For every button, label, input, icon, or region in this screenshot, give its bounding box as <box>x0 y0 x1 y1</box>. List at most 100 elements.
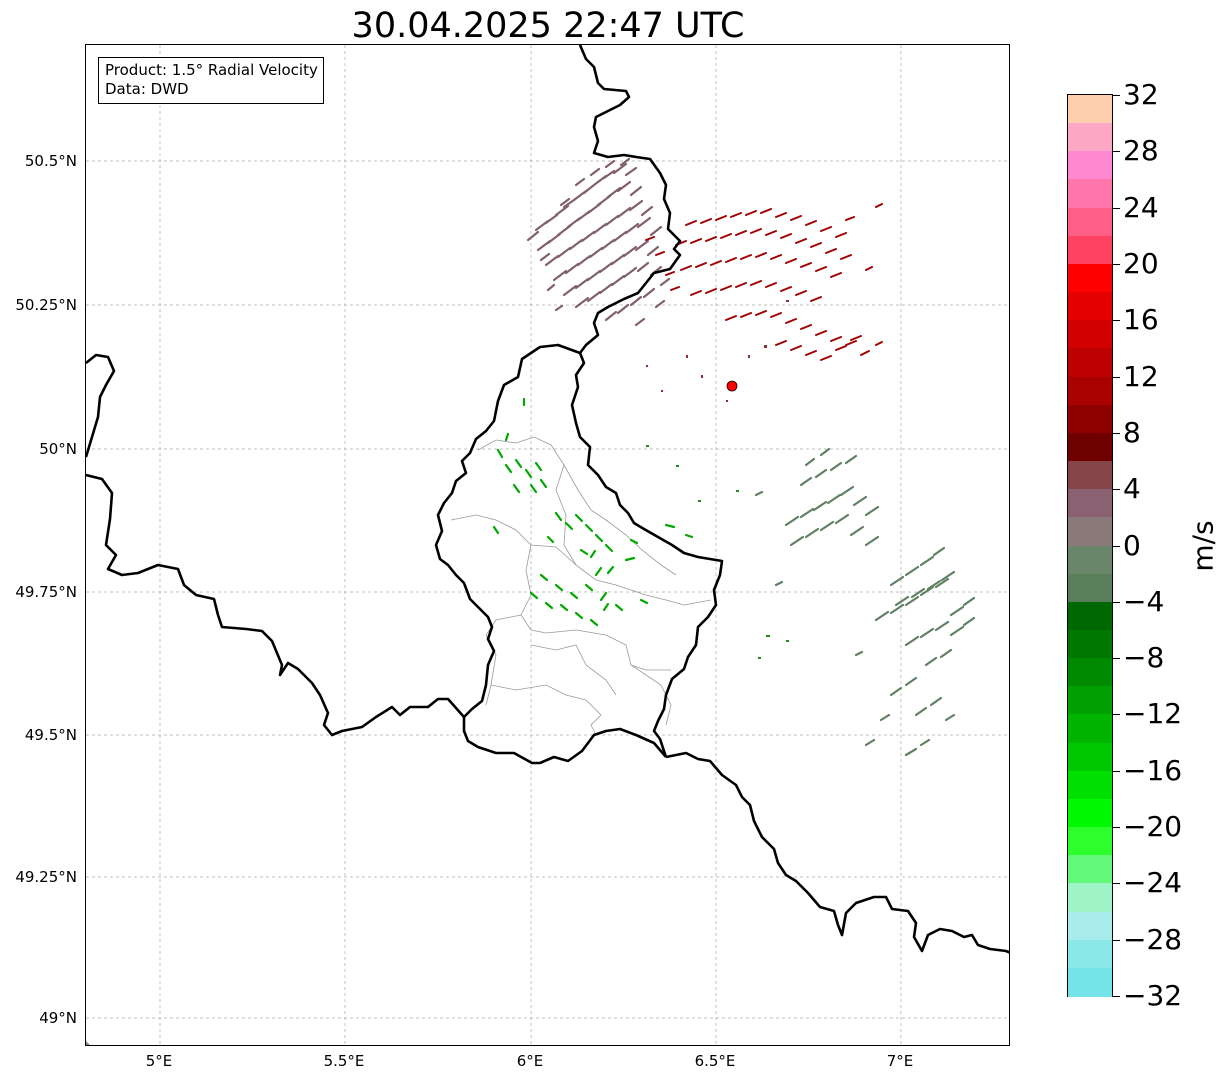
colorbar-tick-mark <box>1113 263 1120 265</box>
echoes-scattered <box>646 300 789 402</box>
lon-tick-label: 7°E <box>886 1052 914 1070</box>
colorbar-tick-label: −32 <box>1123 979 1183 1012</box>
colorbar-segment <box>1068 320 1112 349</box>
colorbar-segment <box>1068 742 1112 772</box>
colorbar-tick-label: −24 <box>1123 866 1183 900</box>
colorbar-tick-mark <box>1113 714 1120 716</box>
colorbar-tick-mark <box>1113 658 1120 660</box>
echoes-scattered-green <box>646 445 789 659</box>
data-source-label: Data: DWD <box>105 80 189 98</box>
colorbar-tick-label: 12 <box>1123 359 1159 393</box>
colorbar-segment <box>1068 939 1112 969</box>
colorbar-segment <box>1068 461 1112 490</box>
colorbar-segment <box>1068 292 1112 321</box>
colorbar-tick-label: 20 <box>1123 246 1159 280</box>
colorbar-tick-label: 4 <box>1123 472 1141 506</box>
product-info-box: Product: 1.5° Radial Velocity Data: DWD <box>98 57 324 104</box>
colorbar-segment <box>1068 798 1112 828</box>
colorbar-segment <box>1068 573 1112 603</box>
colorbar-tick-label: 32 <box>1123 78 1159 111</box>
colorbar-segment <box>1068 686 1112 715</box>
colorbar-tick-label: −16 <box>1123 753 1183 787</box>
echoes-approaching-weak <box>754 447 976 757</box>
colorbar-segment <box>1068 601 1112 631</box>
colorbar-segment <box>1068 714 1112 744</box>
product-label: Product: 1.5° Radial Velocity <box>105 61 318 79</box>
colorbar-tick-mark <box>1113 95 1120 96</box>
colorbar-segment <box>1068 235 1112 265</box>
radar-map[interactable]: Product: 1.5° Radial Velocity Data: DWD <box>85 44 1010 1046</box>
border-lux-belgium-france <box>434 343 667 765</box>
colorbar-tick-mark <box>1113 939 1120 941</box>
colorbar-tick-mark <box>1113 601 1120 603</box>
colorbar-segment <box>1068 967 1112 997</box>
colorbar-tick-mark <box>1113 151 1120 153</box>
echoes-receding-strong <box>645 203 883 361</box>
colorbar-tick-mark <box>1113 996 1120 997</box>
colorbar-segment <box>1068 629 1112 659</box>
velocity-colorbar <box>1067 94 1113 997</box>
colorbar-tick-mark <box>1113 432 1120 434</box>
colorbar-tick-mark <box>1113 376 1120 378</box>
colorbar-segment <box>1068 207 1112 237</box>
lat-tick-label: 49.75°N <box>15 583 77 601</box>
colorbar-tick-label: 0 <box>1123 528 1141 562</box>
colorbar-tick-label: −8 <box>1123 641 1165 675</box>
radar-echoes <box>492 157 976 757</box>
map-canvas <box>86 45 1009 1045</box>
colorbar-segment <box>1068 95 1112 124</box>
lat-tick-label: 49.5°N <box>24 726 77 744</box>
country-borders <box>86 45 1009 954</box>
colorbar-segment <box>1068 404 1112 434</box>
lon-tick-label: 5.5°E <box>323 1052 365 1070</box>
colorbar-tick-label: −20 <box>1123 810 1183 844</box>
colorbar-segment <box>1068 855 1112 884</box>
lon-tick-label: 5°E <box>145 1052 173 1070</box>
colorbar-segment <box>1068 179 1112 209</box>
lat-tick-label: 49°N <box>39 1009 77 1027</box>
colorbar-tick-label: 8 <box>1123 415 1141 449</box>
lon-tick-label: 6.5°E <box>694 1052 736 1070</box>
colorbar-tick-label: 16 <box>1123 303 1159 337</box>
colorbar-segment <box>1068 545 1112 575</box>
lon-tick-label: 6°E <box>516 1052 544 1070</box>
colorbar-tick-mark <box>1113 320 1120 322</box>
colorbar-segment <box>1068 517 1112 546</box>
lat-tick-label: 50°N <box>39 440 77 458</box>
map-title: 30.04.2025 22:47 UTC <box>351 6 745 46</box>
colorbar-tick-label: −4 <box>1123 584 1165 618</box>
border-belgium-france <box>86 473 465 737</box>
border-belgium-netherlands-west <box>86 353 116 458</box>
echoes-receding-weak <box>526 157 671 327</box>
colorbar-tick-mark <box>1113 827 1120 829</box>
lat-tick-label: 50.25°N <box>15 296 77 314</box>
lat-tick-label: 50.5°N <box>24 152 77 170</box>
colorbar-segment <box>1068 348 1112 378</box>
colorbar-segment <box>1068 123 1112 152</box>
colorbar-tick-mark <box>1113 883 1120 885</box>
colorbar-tick-mark <box>1113 545 1120 547</box>
radar-site-marker[interactable] <box>726 380 738 392</box>
colorbar-segment <box>1068 151 1112 180</box>
colorbar-tick-mark <box>1113 207 1120 209</box>
colorbar-tick-label: 28 <box>1123 134 1159 168</box>
colorbar-tick-label: 24 <box>1123 190 1159 224</box>
border-germany-france <box>665 751 1009 954</box>
echoes-approaching-strong <box>492 397 694 627</box>
border-lux-germany-france <box>570 45 724 758</box>
colorbar-tick-mark <box>1113 489 1120 491</box>
colorbar-tick-mark <box>1113 770 1120 772</box>
lat-tick-label: 49.25°N <box>15 868 77 886</box>
colorbar-segment <box>1068 827 1112 856</box>
gridlines <box>86 45 1009 1045</box>
colorbar-segment <box>1068 770 1112 800</box>
colorbar-segment <box>1068 263 1112 293</box>
colorbar-unit-label: m/s <box>1186 520 1220 572</box>
colorbar-segment <box>1068 911 1112 941</box>
colorbar-segment <box>1068 432 1112 462</box>
colorbar-tick-label: −28 <box>1123 922 1183 956</box>
colorbar-tick-label: −12 <box>1123 697 1183 731</box>
colorbar-segment <box>1068 489 1112 518</box>
colorbar-segment <box>1068 376 1112 406</box>
colorbar-segment <box>1068 883 1112 913</box>
